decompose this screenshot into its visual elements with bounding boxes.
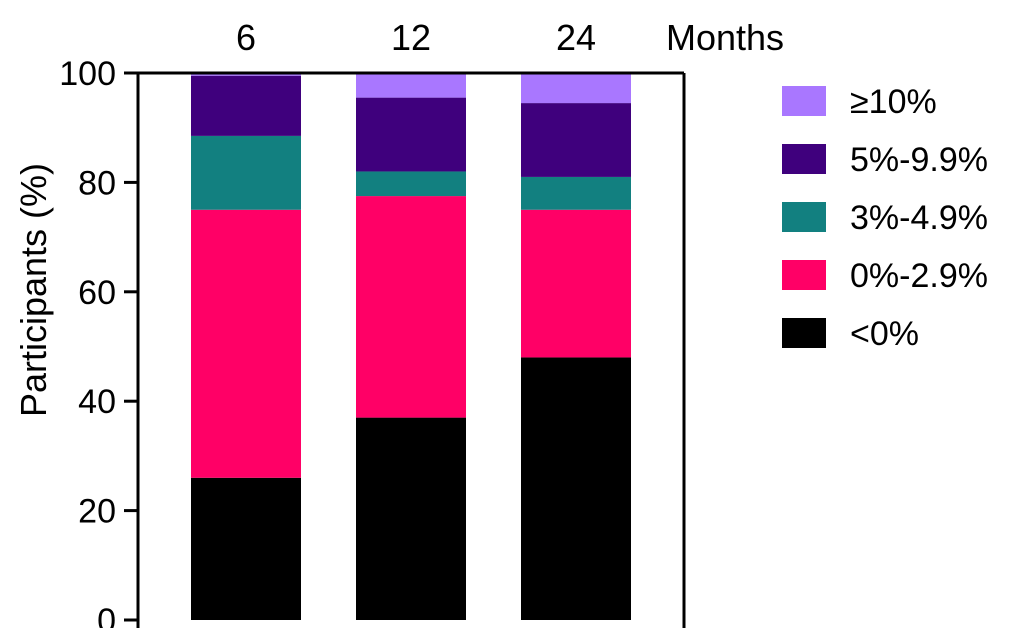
bar-segment [356, 171, 466, 197]
legend: ≥10% 5%-9.9% 3%-4.9% 0%-2.9% <0% [782, 83, 988, 353]
legend-swatch [782, 318, 826, 348]
category-label: 12 [391, 17, 431, 58]
legend-label: 0%-2.9% [850, 257, 988, 295]
legend-label: <0% [850, 315, 919, 353]
bar-segment [521, 103, 631, 177]
legend-label: 3%-4.9% [850, 199, 988, 237]
bar-segment [191, 75, 301, 136]
legend-swatch [782, 202, 826, 232]
bar-segment [521, 73, 631, 104]
y-tick-label: 40 [78, 383, 116, 421]
bar-segment [356, 97, 466, 172]
legend-swatch [782, 144, 826, 174]
legend-label: ≥10% [850, 83, 937, 121]
legend-swatch [782, 86, 826, 116]
legend-swatch [782, 260, 826, 290]
y-tick-label: 100 [59, 55, 116, 93]
category-label: 6 [236, 17, 256, 58]
bar-segment [521, 176, 631, 210]
y-axis-title: Participants (%) [13, 163, 54, 417]
y-tick-label: 0 [97, 602, 116, 628]
bar-segment [191, 209, 301, 478]
bar-segment [521, 209, 631, 358]
y-tick-label: 60 [78, 274, 116, 312]
category-label: 24 [556, 17, 596, 58]
legend-label: 5%-9.9% [850, 141, 988, 179]
bar-segment [356, 73, 466, 98]
bar-segment [191, 135, 301, 210]
bar-segment [521, 357, 631, 620]
bar-segment [191, 477, 301, 620]
bar-segment [356, 417, 466, 620]
x-axis-title: Months [666, 17, 784, 58]
bar-segment [356, 196, 466, 418]
plot-area: 0 20 40 60 80 100 6 12 24 [59, 17, 686, 628]
y-tick-label: 80 [78, 164, 116, 202]
y-tick-label: 20 [78, 493, 116, 531]
